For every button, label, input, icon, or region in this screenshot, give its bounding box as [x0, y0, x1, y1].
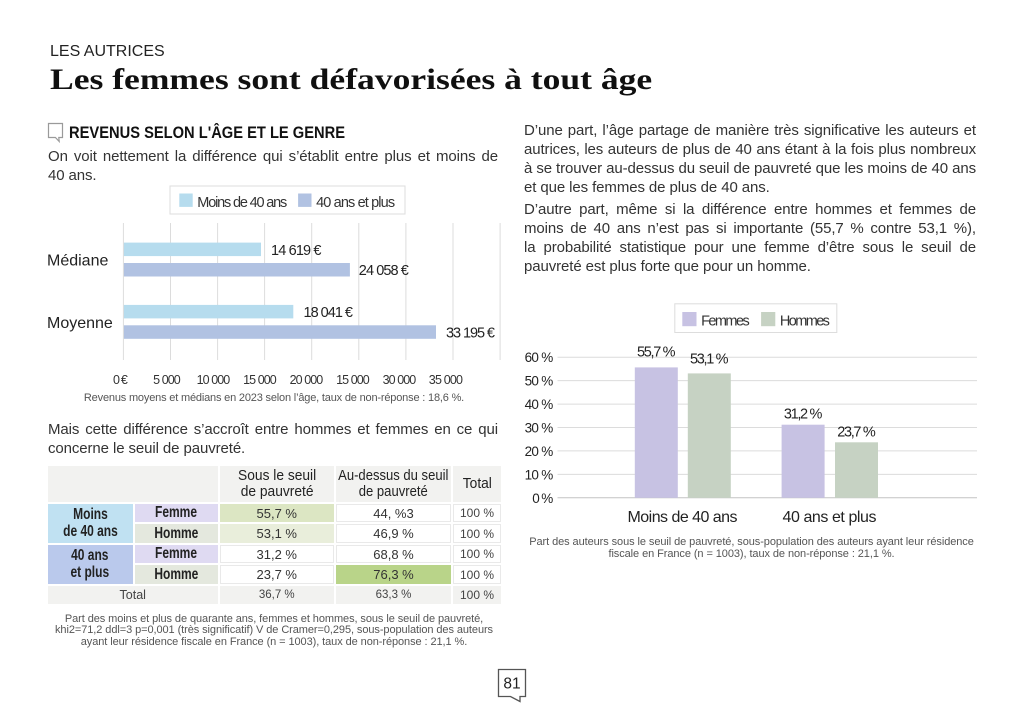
svg-text:20 000: 20 000 — [290, 373, 324, 387]
svg-text:55,7 %: 55,7 % — [637, 344, 676, 360]
svg-text:35 000: 35 000 — [429, 373, 463, 387]
svg-text:Moins de 40 ans: Moins de 40 ans — [197, 195, 287, 211]
svg-text:10 %: 10 % — [525, 467, 554, 482]
svg-text:40 %: 40 % — [525, 397, 554, 412]
svg-text:14 619 €: 14 619 € — [271, 243, 322, 259]
svg-text:30 000: 30 000 — [383, 373, 417, 387]
svg-text:31,2 %: 31,2 % — [784, 407, 823, 423]
svg-text:Moins de 40 ans: Moins de 40 ans — [628, 509, 738, 526]
svg-text:0 €: 0 € — [113, 373, 128, 387]
svg-text:60 %: 60 % — [525, 350, 554, 365]
svg-text:40 ans et plus: 40 ans et plus — [316, 195, 395, 211]
svg-text:81: 81 — [503, 676, 520, 693]
svg-text:40 ans et plus: 40 ans et plus — [783, 509, 877, 526]
svg-text:20 %: 20 % — [525, 444, 554, 459]
svg-text:0 %: 0 % — [532, 491, 553, 506]
svg-text:Femmes: Femmes — [701, 313, 750, 329]
svg-text:10 000: 10 000 — [197, 373, 231, 387]
svg-text:50 %: 50 % — [525, 374, 554, 389]
svg-text:33 195 €: 33 195 € — [446, 326, 495, 342]
svg-text:Médiane: Médiane — [47, 253, 108, 270]
svg-text:Hommes: Hommes — [780, 313, 830, 329]
svg-text:18 041 €: 18 041 € — [304, 305, 354, 321]
svg-text:5 000: 5 000 — [153, 373, 181, 387]
svg-text:24 058 €: 24 058 € — [359, 263, 409, 279]
svg-text:53,1 %: 53,1 % — [690, 351, 729, 367]
svg-text:30 %: 30 % — [525, 421, 554, 436]
svg-text:15 000: 15 000 — [336, 373, 370, 387]
svg-text:15 000: 15 000 — [243, 373, 277, 387]
svg-text:Moyenne: Moyenne — [47, 315, 113, 332]
svg-text:23,7 %: 23,7 % — [837, 424, 876, 440]
